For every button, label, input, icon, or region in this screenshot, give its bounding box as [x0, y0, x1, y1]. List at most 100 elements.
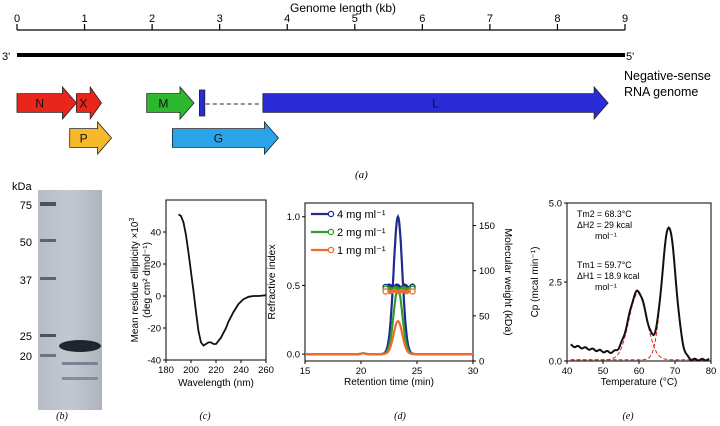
- cd-y-tick-label--20: -20: [147, 324, 161, 335]
- panel-a-label: (a): [355, 169, 368, 181]
- sec-legend-label-2: 2 mg ml⁻¹: [337, 227, 386, 239]
- dsc-fit-peak-2: [570, 226, 710, 361]
- dsc-x-axis-label: Temperature (°C): [601, 377, 678, 388]
- cd-y-axis-label-line2: (deg cm² dmol⁻¹): [142, 242, 153, 318]
- sec-legend: 4 mg ml⁻¹ 2 mg ml⁻¹ 1 mg ml⁻¹: [311, 209, 386, 257]
- sec-y2-tick-label-50: 50: [479, 311, 490, 322]
- cd-spectrum-line: [178, 213, 267, 347]
- genome-3prime-label: 3': [2, 51, 10, 63]
- gene-label-L: L: [432, 97, 439, 111]
- gel-marker-25: 25: [20, 331, 32, 343]
- sec-legend-label-3: 1 mg ml⁻¹: [337, 245, 386, 257]
- dsc-y-axis-label: Cp (mcal min⁻¹): [530, 247, 541, 318]
- sec-mw-marker-end-3: [409, 288, 416, 295]
- gel-ladder-band-37: [40, 277, 56, 280]
- cd-y-axis-label-line1: Mean residue ellipticity ×103: [129, 218, 141, 343]
- sec-legend-marker-2: [327, 228, 335, 236]
- dsc-x-tick-label-40: 40: [562, 366, 573, 377]
- genome-axis-tick-label-9: 9: [622, 13, 628, 25]
- genome-axis-tick-label-1: 1: [81, 13, 87, 25]
- gene-arrow-N: [16, 85, 77, 121]
- sec-x-tick-label-25: 25: [412, 366, 423, 377]
- dsc-x-tick-label-60: 60: [634, 366, 645, 377]
- gene-label-G: G: [214, 132, 223, 146]
- cd-x-tick-label-200: 200: [183, 365, 199, 376]
- sec-legend-label-1: 4 mg ml⁻¹: [337, 209, 386, 221]
- gel-marker-50: 50: [20, 237, 32, 249]
- gel-ladder-band-50: [40, 239, 56, 242]
- gene-label-P: P: [80, 132, 88, 146]
- cd-y-tick-label-0: 0: [156, 292, 161, 303]
- cd-x-axis-label: Wavelength (nm): [178, 378, 254, 389]
- gel-ladder-band-25: [40, 334, 56, 337]
- dsc-tm2-annotation: Tm2 = 68.3°C: [577, 209, 632, 219]
- cd-y-axis-label: Mean residue ellipticity ×103 (deg cm² d…: [129, 218, 153, 343]
- sec-y-tick-label-0.5: 0.5: [287, 281, 300, 292]
- gene-arrows: N X M L P G: [16, 85, 609, 156]
- gene-block-small: [198, 89, 206, 117]
- cd-x-tick-label-240: 240: [233, 365, 249, 376]
- gene-label-X: X: [79, 97, 87, 111]
- sec-y2-tick-label-0: 0: [479, 357, 484, 368]
- sec-x-tick-label-30: 30: [468, 366, 479, 377]
- genome-axis-tick-label-5: 5: [352, 13, 358, 25]
- dsc-h1-annotation-line2: mol⁻¹: [595, 282, 617, 292]
- gel-ladder-band-75: [40, 202, 56, 206]
- panel-d: 15 20 25 30 0.0 0.5 1.0 0 50 100 150 4 mg ml⁻¹ 2 mg…: [266, 202, 514, 422]
- genome-label-line1: Negative-sense: [624, 69, 711, 83]
- cd-x-tick-label-260: 260: [258, 365, 274, 376]
- genome-axis-tick-label-3: 3: [217, 13, 223, 25]
- gene-label-M: M: [158, 97, 168, 111]
- sec-y-axis-label: Refractive index: [266, 244, 278, 320]
- panel-c: 180 200 220 240 260 -40 -20 0 20 40 Wavelength (n…: [129, 199, 274, 422]
- cd-y-tick-label-20: 20: [150, 260, 161, 271]
- dsc-tm1-annotation: Tm1 = 59.7°C: [577, 260, 632, 270]
- panel-e: 40 50 60 70 80 0.0 2.5 5.0 Tm2 = 68.3°C ΔH2 = 2…: [530, 199, 716, 423]
- gel-marker-20: 20: [20, 351, 32, 363]
- sec-molecular-weight-traces: [382, 283, 416, 295]
- cd-x-tick-label-180: 180: [158, 365, 174, 376]
- gene-arrow-M: [146, 85, 195, 121]
- cd-y-tick-label-40: 40: [150, 228, 161, 239]
- gel-sample-band: [59, 340, 101, 352]
- sec-y-axis-right-label: Molecular weight (kDa): [502, 228, 514, 335]
- gene-arrow-X: [76, 85, 102, 121]
- genome-axis-tick-label-0: 0: [14, 13, 20, 25]
- gel-minor-band-1: [62, 362, 98, 365]
- dsc-h2-annotation-line1: ΔH2 = 29 kcal: [577, 220, 632, 230]
- dsc-x-tick-label-80: 80: [706, 366, 717, 377]
- dsc-x-tick-label-70: 70: [670, 366, 681, 377]
- genome-axis-tick-label-6: 6: [419, 13, 425, 25]
- cd-axis-ticks: 180 200 220 240 260 -40 -20 0 20 40: [147, 228, 274, 377]
- dsc-thermogram-line: [570, 226, 710, 362]
- sec-series-line-2: [305, 286, 473, 356]
- sec-series-line-3: [305, 320, 473, 356]
- gene-label-N: N: [35, 97, 44, 111]
- gene-arrow-G: [171, 120, 279, 156]
- sec-legend-marker-3: [327, 246, 335, 254]
- panel-c-label: (c): [199, 411, 211, 422]
- gel-image: [38, 190, 102, 410]
- gel-ladder-band-20: [40, 354, 56, 357]
- panel-b: kDa 75 50 37 25 20 (b): [12, 181, 102, 422]
- dsc-annotations: Tm2 = 68.3°C ΔH2 = 29 kcal mol⁻¹ Tm1 = 5…: [577, 209, 639, 292]
- genome-axis-tick-label-2: 2: [149, 13, 155, 25]
- sec-legend-marker-1: [327, 210, 335, 218]
- dsc-axis-ticks: 40 50 60 70 80 0.0 2.5 5.0: [549, 199, 717, 378]
- gel-minor-band-2: [62, 377, 98, 380]
- sec-x-axis-label: Retention time (min): [344, 377, 434, 388]
- cd-y-tick-label--40: -40: [147, 356, 161, 367]
- sec-y2-tick-label-100: 100: [479, 266, 495, 277]
- dsc-y-tick-label-0.0: 0.0: [549, 357, 562, 368]
- panel-a: Genome length (kb) 0 1 2 3 4 5 6 7 8 9 3' 5' Nega…: [2, 1, 711, 181]
- sec-series-lines: [305, 214, 473, 356]
- dsc-y-tick-label-5.0: 5.0: [549, 199, 562, 210]
- sec-axis-ticks: 15 20 25 30 0.0 0.5 1.0 0 50 100 150: [287, 212, 495, 377]
- sec-mw-marker-start-3: [382, 288, 389, 295]
- genome-strand: [17, 53, 625, 57]
- genome-axis-tick-label-4: 4: [284, 13, 290, 25]
- sec-x-tick-label-15: 15: [300, 366, 311, 377]
- sec-plot-frame: [304, 202, 474, 362]
- genome-axis-title: Genome length (kb): [290, 1, 396, 15]
